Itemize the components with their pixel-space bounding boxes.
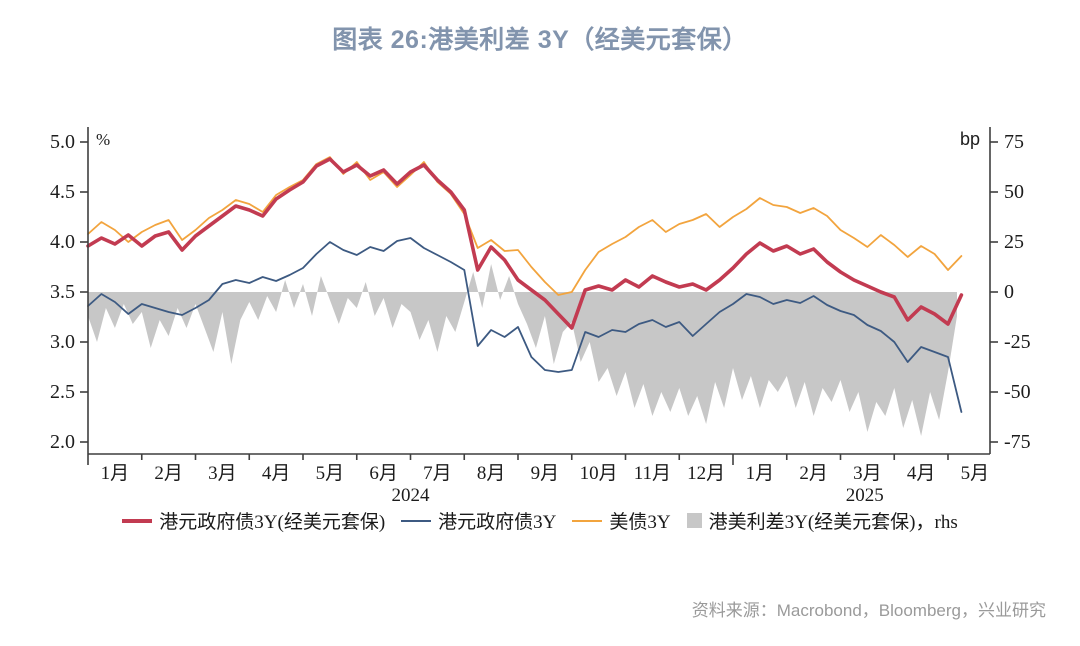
legend-label: 美债3Y xyxy=(609,512,671,533)
y-axis-right-tick-label: 0 xyxy=(1004,281,1014,303)
chart-title: 图表 26:港美利差 3Y（经美元套保） xyxy=(332,26,748,54)
navy-line-swatch xyxy=(401,519,432,522)
legend-label: 港美利差3Y(经美元套保)，rhs xyxy=(708,512,958,533)
right-axis-unit-label: bp xyxy=(960,129,980,149)
chart-legend: 港元政府债3Y(经美元套保) 港元政府债3Y 美债3Y 港美利差3Y(经美元套保… xyxy=(0,507,1080,534)
y-axis-left-tick-label: 2.0 xyxy=(50,431,75,453)
x-axis-month-label: 5月 xyxy=(316,463,345,484)
source-note: 资料来源：Macrobond，Bloomberg，兴业研究 xyxy=(691,601,1046,620)
y-axis-right-tick-label: -25 xyxy=(1004,331,1031,353)
y-axis-right-tick-label: 75 xyxy=(1004,131,1024,153)
spread-area-series xyxy=(88,264,957,436)
legend-item-ust: 美债3Y xyxy=(572,507,671,534)
red-line-swatch xyxy=(122,518,153,523)
x-axis-month-label: 11月 xyxy=(634,463,671,484)
legend-item-hkd: 港元政府债3Y xyxy=(401,507,556,534)
y-axis-left-tick-label: 4.0 xyxy=(50,231,75,253)
y-axis-left-tick-label: 5.0 xyxy=(50,131,75,153)
y-axis-left-tick-label: 2.5 xyxy=(50,381,75,403)
legend-label: 港元政府债3Y(经美元套保) xyxy=(159,512,386,533)
x-axis-year-label: 2024 xyxy=(392,485,431,506)
x-axis-month-label: 9月 xyxy=(531,463,560,484)
x-axis-month-label: 2月 xyxy=(154,463,183,484)
gray-area-swatch xyxy=(686,513,702,528)
legend-item-spread: 港美利差3Y(经美元套保)，rhs xyxy=(686,507,958,534)
x-axis-month-label: 1月 xyxy=(746,463,775,484)
x-axis-month-label: 7月 xyxy=(423,463,452,484)
x-axis-month-label: 6月 xyxy=(369,463,398,484)
y-axis-right-tick-label: 25 xyxy=(1004,231,1024,253)
y-axis-left-tick-label: 3.5 xyxy=(50,281,75,303)
x-axis-year-label: 2025 xyxy=(846,485,884,506)
y-axis-right-tick-label: -75 xyxy=(1004,431,1031,453)
y-axis-left-tick-label: 4.5 xyxy=(50,181,75,203)
orange-line-swatch xyxy=(572,519,603,522)
line-series-1 xyxy=(87,237,963,413)
x-axis-month-label: 12月 xyxy=(687,463,725,484)
legend-item-hkd-hedged: 港元政府债3Y(经美元套保) xyxy=(122,507,385,534)
x-axis-month-label: 1月 xyxy=(101,463,130,484)
x-axis-month-label: 5月 xyxy=(961,463,990,484)
line-series-2 xyxy=(87,156,963,296)
y-axis-right-tick-label: -50 xyxy=(1004,381,1031,403)
x-axis-month-label: 4月 xyxy=(262,463,291,484)
x-axis-month-label: 3月 xyxy=(208,463,237,484)
x-axis-month-label: 2月 xyxy=(799,463,828,484)
y-axis-right-tick-label: 50 xyxy=(1004,181,1024,203)
x-axis-month-label: 4月 xyxy=(907,463,936,484)
line-series-0 xyxy=(86,157,964,330)
left-axis-unit-label: % xyxy=(96,130,110,149)
x-axis-month-label: 8月 xyxy=(477,463,506,484)
x-axis-month-label: 3月 xyxy=(853,463,882,484)
y-axis-left-tick-label: 3.0 xyxy=(50,331,75,353)
x-axis-month-label: 10月 xyxy=(580,463,618,484)
legend-label: 港元政府债3Y xyxy=(438,512,557,533)
